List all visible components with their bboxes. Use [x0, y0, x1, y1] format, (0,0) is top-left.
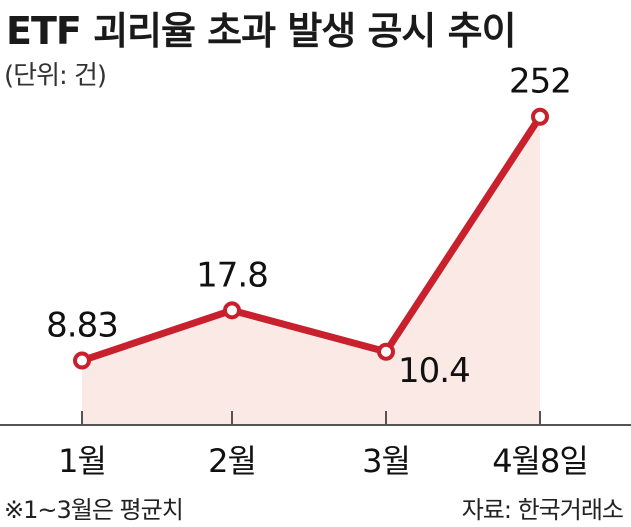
source-label: 자료: 한국거래소	[461, 496, 624, 524]
data-label: 17.8	[196, 255, 268, 295]
data-point	[73, 351, 91, 370]
data-point	[377, 342, 395, 361]
x-tick-label: 4월8일	[492, 442, 588, 480]
data-point	[531, 107, 549, 126]
chart-title: ETF 괴리율 초과 발생 공시 추이	[6, 9, 517, 53]
series-line	[78, 113, 544, 365]
data-label: 10.4	[398, 351, 470, 391]
x-tick-label: 3월	[362, 442, 410, 480]
data-label: 252	[509, 62, 571, 102]
footnote: ※1~3월은 평균치	[4, 496, 184, 524]
data-label: 8.83	[46, 306, 118, 346]
area-fill	[82, 116, 540, 426]
x-tick-label: 2월	[208, 442, 256, 480]
data-point	[223, 301, 241, 320]
unit-label: (단위: 건)	[4, 61, 107, 91]
x-tick-label: 1월	[58, 442, 106, 480]
